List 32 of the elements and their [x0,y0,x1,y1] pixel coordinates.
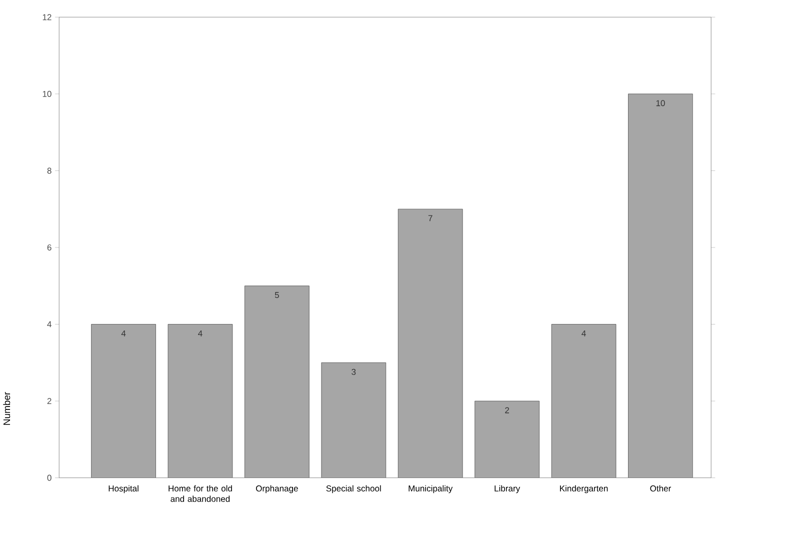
data-label: 4 [198,330,202,336]
bar [628,94,693,478]
data-label: 5 [274,292,279,298]
y-tick-label: 2 [47,398,52,404]
y-tick-label: 8 [47,168,52,174]
x-tick-label: Other [650,485,672,492]
data-label: 4 [121,330,126,336]
bar [91,324,156,478]
y-tick-label: 6 [47,244,52,250]
y-tick-label: 12 [42,14,52,20]
y-tick-label: 0 [47,474,52,481]
data-label: 4 [582,330,586,336]
bar [244,286,310,478]
y-tick-label: 10 [42,90,52,97]
x-tick-label: Kindergarten [560,485,608,494]
bar [321,362,386,478]
x-tick-label: Hospital [108,485,138,494]
bar [474,400,540,478]
data-label: 2 [505,407,510,414]
bar [168,324,232,478]
data-label: 10 [656,100,665,106]
x-tick-label: Orphanage [256,485,298,494]
bar [398,209,463,478]
bar [552,324,616,478]
x-tick-label: Home for the old and abandoned [168,485,232,502]
data-label: 3 [352,368,356,375]
x-tick-label: Library [494,485,520,494]
y-axis-title: Number [3,392,10,425]
x-tick-label: Special school [326,485,381,494]
x-tick-label: Municipality [408,485,453,494]
data-label: 7 [428,215,432,222]
y-tick-label: 4 [47,321,52,328]
